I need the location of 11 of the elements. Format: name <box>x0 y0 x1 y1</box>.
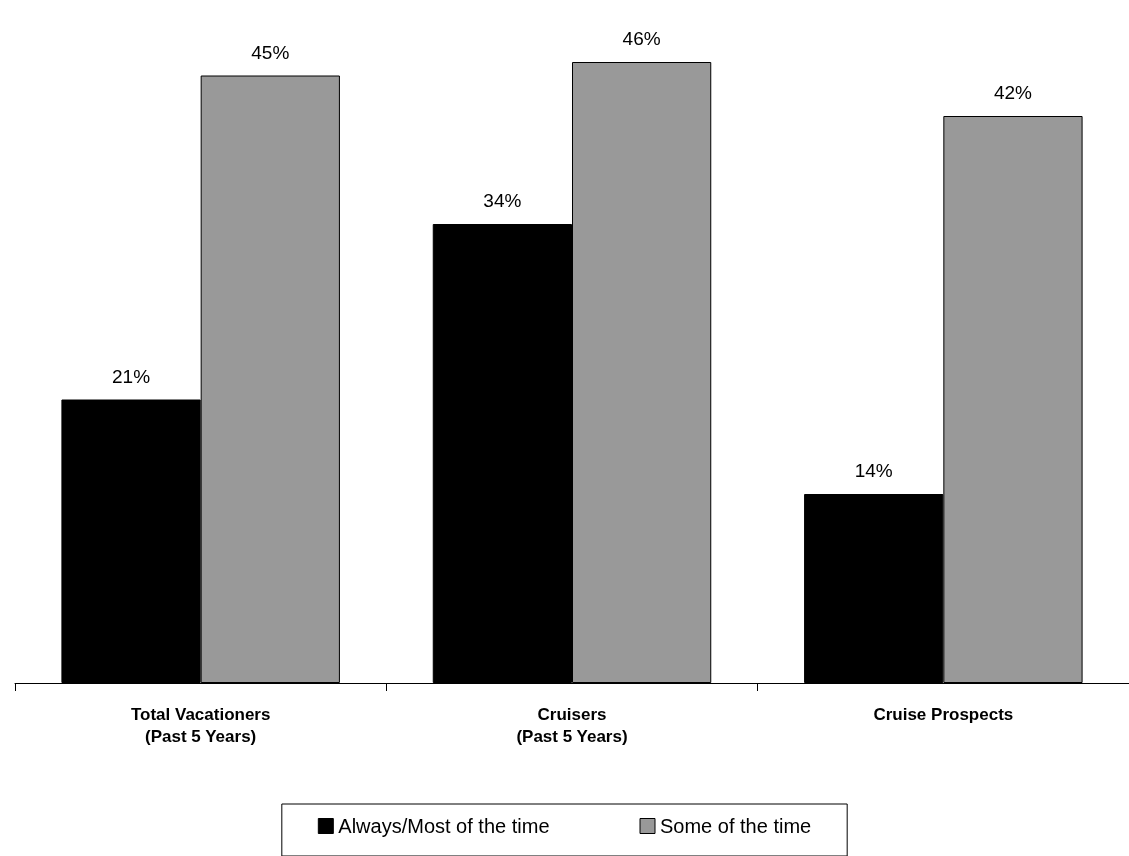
data-label: 45% <box>251 41 290 63</box>
data-label: 46% <box>622 28 661 49</box>
legend-label: Some of the time <box>660 815 812 837</box>
data-label: 34% <box>483 190 522 211</box>
data-label: 21% <box>112 365 151 387</box>
data-label: 14% <box>854 460 893 481</box>
x-tick-label: Total Vacationers (Past 5 Years) <box>130 704 271 746</box>
legend-label: Always/Most of the time <box>338 815 550 837</box>
x-tick-label: Cruisers (Past 5 Years) <box>516 704 628 746</box>
x-tick-label: Cruise Prospects <box>873 704 1014 724</box>
data-label: 42% <box>993 82 1033 103</box>
